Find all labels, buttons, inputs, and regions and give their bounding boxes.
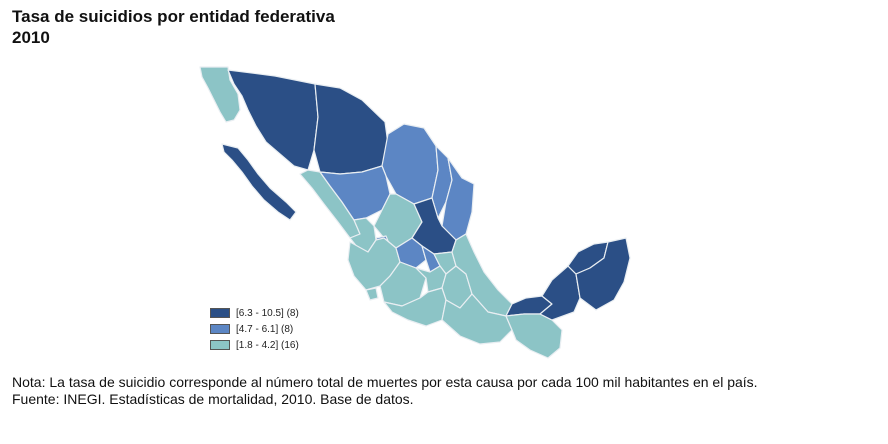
legend-swatch-medium bbox=[210, 324, 230, 334]
legend-item-high: [6.3 - 10.5] (8) bbox=[210, 305, 299, 321]
state-baja-california bbox=[199, 66, 241, 123]
legend-label-low: [1.8 - 4.2] (16) bbox=[236, 339, 299, 351]
legend-swatch-high bbox=[210, 308, 230, 318]
legend-label-high: [6.3 - 10.5] (8) bbox=[236, 307, 299, 319]
state-baja-california-sur bbox=[221, 143, 297, 221]
mexico-choropleth-map bbox=[199, 66, 631, 359]
footnotes: Nota: La tasa de suicidio corresponde al… bbox=[12, 374, 872, 408]
legend-item-medium: [4.7 - 6.1] (8) bbox=[210, 321, 299, 337]
map-legend: [6.3 - 10.5] (8) [4.7 - 6.1] (8) [1.8 - … bbox=[210, 305, 299, 353]
state-chiapas bbox=[505, 313, 563, 359]
state-chihuahua bbox=[313, 83, 389, 175]
state-colima bbox=[365, 287, 379, 301]
note-text: Nota: La tasa de suicidio corresponde al… bbox=[12, 374, 758, 390]
title-line-1: Tasa de suicidios por entidad federativa bbox=[12, 7, 335, 26]
state-coahuila bbox=[381, 123, 439, 205]
source-text: Fuente: INEGI. Estadísticas de mortalida… bbox=[12, 391, 414, 407]
legend-swatch-low bbox=[210, 340, 230, 350]
legend-item-low: [1.8 - 4.2] (16) bbox=[210, 337, 299, 353]
map-title: Tasa de suicidios por entidad federativa… bbox=[12, 6, 335, 48]
state-quintana-roo bbox=[575, 237, 631, 311]
legend-label-medium: [4.7 - 6.1] (8) bbox=[236, 323, 294, 335]
state-campeche bbox=[539, 265, 581, 321]
title-year: 2010 bbox=[12, 28, 50, 47]
